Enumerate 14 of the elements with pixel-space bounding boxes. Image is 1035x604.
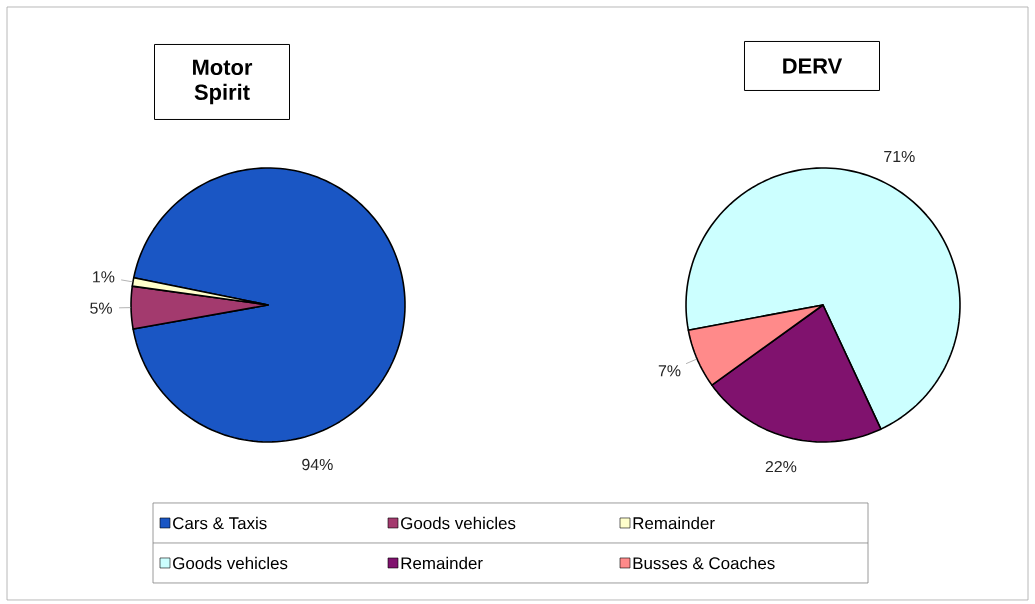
legend-label: Remainder	[633, 516, 715, 530]
legend-label: Busses & Coaches	[633, 556, 775, 570]
data-label: 1%	[93, 271, 115, 283]
data-label: 71%	[884, 150, 915, 163]
legend-label: Cars & Taxis	[173, 516, 267, 530]
chart-title: DERV	[783, 58, 843, 74]
data-label: 5%	[90, 302, 112, 314]
legend-label: Goods vehicles	[401, 516, 516, 530]
data-label: 22%	[765, 460, 797, 473]
legend-label: Remainder	[401, 556, 483, 570]
chart-title: Motor Spirit	[193, 59, 253, 105]
data-label: 7%	[658, 365, 681, 377]
legend-label: Goods vehicles	[173, 556, 288, 570]
data-label: 94%	[302, 458, 333, 471]
